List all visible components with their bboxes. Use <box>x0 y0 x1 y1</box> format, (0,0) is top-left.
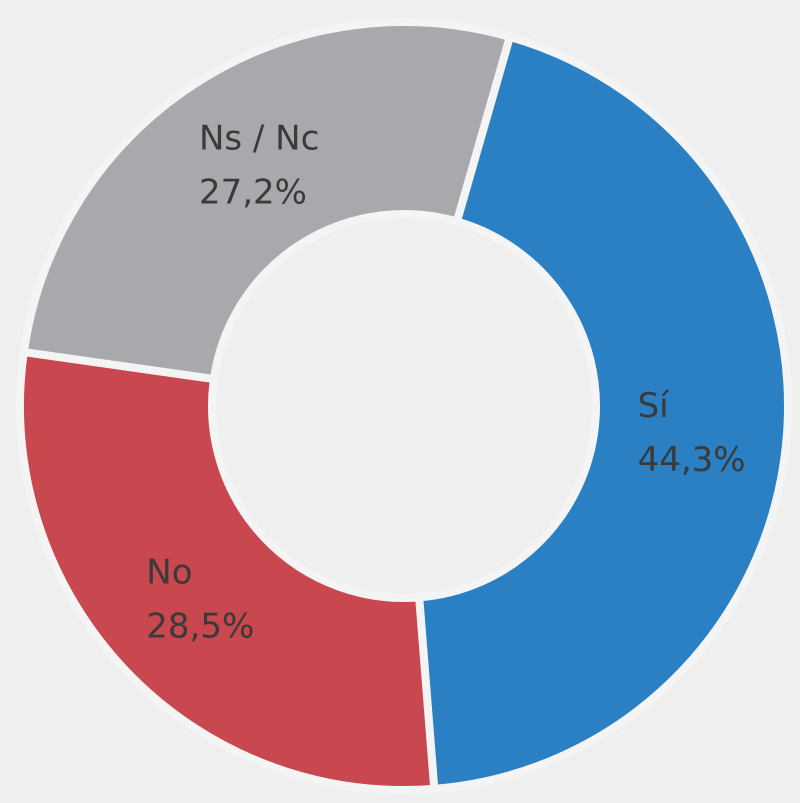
value-label: 28,5% <box>146 607 254 647</box>
value-label: 27,2% <box>199 172 307 212</box>
value-label: 44,3% <box>638 440 746 480</box>
slice <box>414 31 792 794</box>
slice <box>16 347 439 794</box>
slice <box>19 18 515 384</box>
slice-label: Sí <box>638 386 671 426</box>
slice-label: No <box>146 553 192 593</box>
slice-label: Ns / Nc <box>199 118 319 158</box>
